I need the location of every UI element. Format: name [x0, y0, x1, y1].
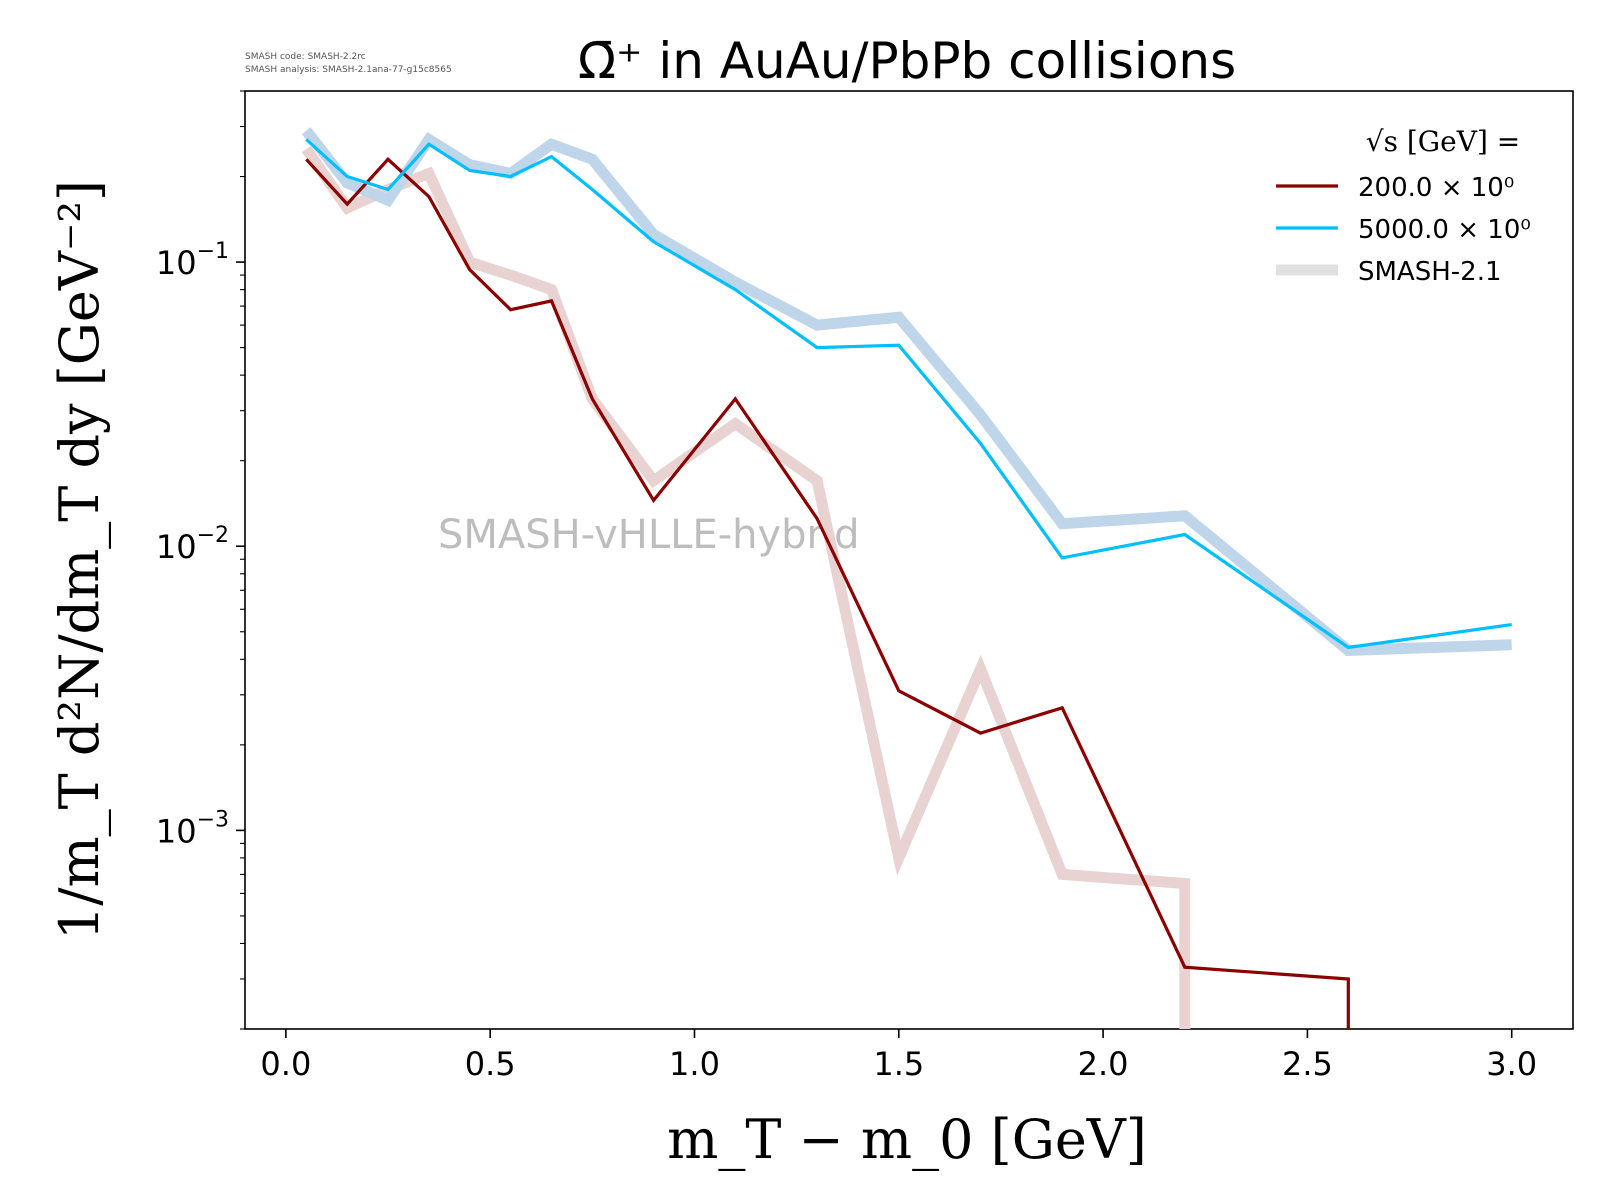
legend-label-1: 5000.0 × 10⁰ — [1358, 215, 1531, 245]
version-info-line-1: SMASH code: SMASH-2.2rc — [245, 52, 366, 62]
plot-area — [244, 90, 1574, 1030]
x-axis-label: m_T − m_0 [GeV] — [667, 1108, 1147, 1171]
series-line-1 — [301, 127, 1512, 656]
series-line-3 — [305, 138, 1512, 650]
x-tick-label: 2.5 — [1282, 1045, 1333, 1083]
series-layer — [301, 127, 1512, 1029]
y-axis: 10−1 10−2 10−3 — [156, 90, 245, 1030]
legend-title: √s [GeV] = — [1366, 125, 1520, 158]
x-tick-label: 1.5 — [873, 1045, 924, 1083]
y-tick-label: 10−2 — [156, 523, 229, 566]
watermark: SMASH-vHLLE-hybrid — [438, 512, 859, 558]
legend: √s [GeV] = 200.0 × 10⁰ 5000.0 × 10⁰ SMASH-… — [1276, 125, 1531, 287]
legend-label-0: 200.0 × 10⁰ — [1358, 173, 1514, 203]
series-line-0 — [301, 145, 1191, 1029]
y-tick-label: 10−1 — [156, 239, 229, 282]
y-axis-label: 1/m_T d²N/dm_T dy [GeV⁻²] — [48, 180, 111, 940]
version-info-line-2: SMASH analysis: SMASH-2.1ana-77-g15c8565 — [245, 65, 452, 75]
x-tick-label: 3.0 — [1486, 1045, 1537, 1083]
x-tick-label: 0.0 — [260, 1045, 311, 1083]
series-line-2 — [305, 157, 1350, 1029]
y-tick-label: 10−3 — [156, 807, 229, 850]
x-tick-label: 0.5 — [465, 1045, 516, 1083]
chart-title: Ω̄⁺ in AuAu/PbPb collisions — [578, 32, 1236, 90]
legend-label-2: SMASH-2.1 — [1358, 257, 1502, 287]
x-tick-label: 2.0 — [1078, 1045, 1129, 1083]
x-axis: 0.0 0.5 1.0 1.5 2.0 2.5 3.0 — [260, 1029, 1537, 1083]
x-tick-label: 1.0 — [669, 1045, 720, 1083]
legend-entries: 200.0 × 10⁰ 5000.0 × 10⁰ SMASH-2.1 — [1276, 173, 1531, 287]
